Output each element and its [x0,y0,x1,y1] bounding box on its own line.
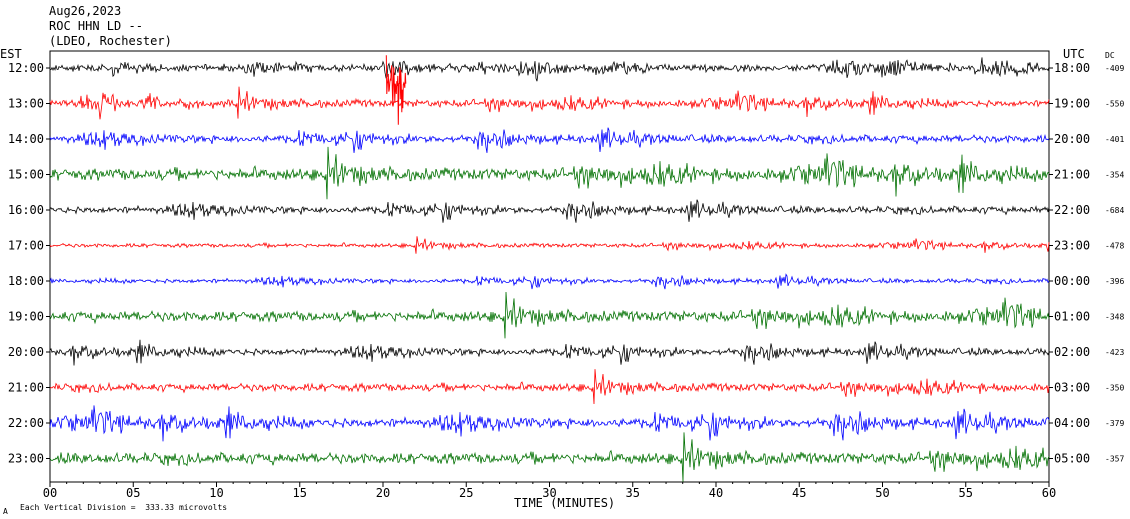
dc-value-1: -550 [1105,100,1124,109]
dc-value-3: -354 [1105,171,1124,180]
left-axis-label: EST [0,47,22,61]
dc-value-4: -684 [1105,206,1124,215]
trace-line-1 [49,86,1050,120]
trace-line-8 [49,339,1050,366]
x-tick-label-12: 60 [1042,486,1056,500]
left-tick-label-11: 23:00 [8,452,44,466]
right-tick-label-8: 02:00 [1054,345,1090,359]
spike-trace [385,55,407,125]
corner-mark: A [3,507,8,516]
x-tick-label-1: 05 [126,486,140,500]
header-station: ROC HHN LD -- [49,19,143,33]
right-tick-label-5: 23:00 [1054,239,1090,253]
trace-line-5 [49,236,1050,254]
left-tick-label-5: 17:00 [8,239,44,253]
dc-value-2: -401 [1105,135,1124,144]
dc-value-9: -350 [1105,384,1124,393]
trace-line-4 [49,199,1050,223]
dc-value-5: -478 [1105,242,1124,251]
dc-value-7: -348 [1105,313,1124,322]
trace-line-10 [49,405,1050,442]
x-tick-label-8: 40 [709,486,723,500]
left-tick-label-2: 14:00 [8,132,44,146]
dc-value-6: -396 [1105,277,1124,286]
trace-line-9 [49,369,1050,405]
x-tick-label-3: 15 [293,486,307,500]
left-tick-label-1: 13:00 [8,97,44,111]
left-tick-label-0: 12:00 [8,61,44,75]
trace-line-11 [49,432,1050,482]
right-tick-label-6: 00:00 [1054,274,1090,288]
dc-value-11: -357 [1105,455,1124,464]
trace-line-6 [49,273,1050,290]
right-tick-label-4: 22:00 [1054,203,1090,217]
x-tick-label-4: 20 [376,486,390,500]
x-tick-label-2: 10 [209,486,223,500]
trace-line-7 [49,291,1050,339]
scale-note: Each Vertical Division = 333.33 microvol… [20,503,228,512]
x-tick-label-10: 50 [875,486,889,500]
trace-line-2 [49,127,1050,153]
left-tick-label-8: 20:00 [8,345,44,359]
dc-label: DC [1105,51,1115,60]
x-tick-label-9: 45 [792,486,806,500]
left-tick-label-9: 21:00 [8,381,44,395]
left-tick-label-7: 19:00 [8,310,44,324]
right-axis-label: UTC [1063,47,1085,61]
right-tick-label-1: 19:00 [1054,97,1090,111]
right-tick-label-3: 21:00 [1054,168,1090,182]
x-tick-label-7: 35 [626,486,640,500]
left-tick-label-4: 16:00 [8,203,44,217]
x-tick-label-6: 30 [542,486,556,500]
dc-value-8: -423 [1105,348,1124,357]
right-tick-label-11: 05:00 [1054,452,1090,466]
right-tick-label-2: 20:00 [1054,132,1090,146]
right-tick-label-0: 18:00 [1054,61,1090,75]
right-tick-label-10: 04:00 [1054,416,1090,430]
dc-value-0: -409 [1105,64,1124,73]
header-network: (LDEO, Rochester) [49,34,172,48]
plot-frame [49,50,1050,483]
trace-line-3 [49,146,1050,200]
left-tick-label-3: 15:00 [8,168,44,182]
x-tick-label-11: 55 [959,486,973,500]
x-tick-label-5: 25 [459,486,473,500]
right-tick-label-9: 03:00 [1054,381,1090,395]
right-tick-label-7: 01:00 [1054,310,1090,324]
x-tick-label-0: 00 [43,486,57,500]
x-axis-label: TIME (MINUTES) [514,496,616,510]
dc-value-10: -379 [1105,419,1124,428]
left-tick-label-10: 22:00 [8,416,44,430]
trace-line-0 [49,57,1050,82]
header-date: Aug26,2023 [49,4,122,18]
left-tick-label-6: 18:00 [8,274,44,288]
